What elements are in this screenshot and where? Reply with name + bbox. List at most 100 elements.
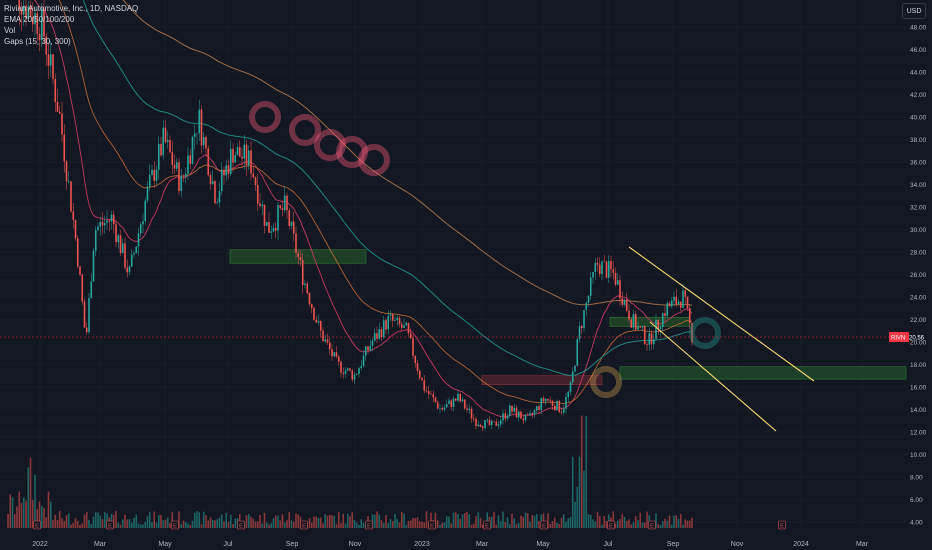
candle-body — [94, 230, 97, 251]
price-tick-label: 22.00 — [910, 317, 927, 324]
candle-body — [538, 406, 540, 410]
candle-body — [648, 333, 651, 345]
volume-bar — [211, 520, 214, 528]
earnings-marker: E — [106, 520, 114, 530]
candle-body — [119, 235, 122, 253]
candle-body — [596, 262, 599, 265]
earnings-label: E — [650, 524, 654, 530]
candle-body — [146, 186, 149, 201]
volume-bar — [621, 514, 624, 528]
candle-body — [637, 326, 639, 330]
earnings-label: E — [430, 524, 434, 530]
price-tick-label: 4.00 — [910, 520, 923, 527]
candle-body — [504, 413, 507, 419]
candle-body — [265, 221, 268, 226]
legend-ema[interactable]: EMA 20/50/100/200 — [4, 15, 75, 24]
candle-body — [605, 261, 608, 278]
price-tick-label: 48.00 — [910, 25, 927, 32]
candle-body — [142, 221, 144, 225]
volume-bar — [103, 512, 106, 528]
currency-button[interactable]: USD — [902, 3, 926, 19]
volume-bar — [628, 519, 630, 528]
candle-body — [106, 220, 108, 223]
highlight-circle — [689, 317, 721, 349]
candle-body — [425, 390, 428, 392]
volume-bar — [436, 520, 439, 528]
candle-body — [191, 136, 194, 164]
candle-body — [20, 9, 23, 15]
volume-bar — [616, 520, 619, 528]
volume-bar — [551, 521, 554, 528]
volume-bar — [472, 523, 475, 528]
volume-bar — [43, 507, 45, 528]
candle-body — [108, 220, 111, 222]
volume-bar — [463, 512, 466, 528]
candle-body — [522, 418, 525, 421]
earnings-label: E — [367, 524, 371, 530]
candle-body — [137, 233, 140, 247]
candle-body — [414, 355, 417, 364]
volume-bar — [295, 513, 297, 528]
volume-bar — [319, 517, 322, 528]
candle-body — [18, 0, 21, 10]
candle-body — [67, 181, 70, 182]
volume-bar — [558, 524, 561, 528]
candle-body — [387, 315, 390, 330]
volume-bar — [288, 512, 291, 528]
volume-bar — [508, 523, 511, 528]
candle-body — [484, 419, 486, 429]
volume-bar — [286, 520, 288, 528]
candle-body — [238, 147, 241, 157]
candle-body — [461, 399, 464, 402]
candle-body — [529, 413, 531, 416]
earnings-label: E — [542, 524, 546, 530]
candle-body — [612, 269, 615, 273]
volume-bar — [326, 515, 329, 528]
earnings-marker: E — [171, 520, 179, 530]
earnings-marker: E — [237, 520, 245, 530]
volume-bar — [445, 516, 448, 528]
earnings-marker: E — [607, 520, 615, 530]
volume-bar — [477, 512, 480, 528]
candle-body — [99, 221, 102, 227]
volume-bar — [283, 522, 286, 528]
candle-body — [472, 418, 475, 419]
candle-body — [144, 200, 147, 222]
candle-body — [340, 361, 342, 373]
candle-body — [616, 280, 619, 285]
volume-bar — [542, 513, 545, 528]
candle-body — [378, 329, 381, 339]
candle-body — [297, 253, 300, 258]
candle-body — [81, 274, 84, 302]
price-tick-label: 14.00 — [910, 407, 927, 414]
volume-bar — [481, 524, 484, 528]
volume-bar — [349, 516, 351, 528]
candle-body — [657, 319, 660, 329]
candle-body — [335, 352, 338, 357]
volume-bar — [272, 518, 275, 528]
gap-zone — [609, 316, 691, 327]
candle-body — [650, 333, 653, 345]
candle-body — [351, 370, 354, 380]
volume-bar — [74, 518, 77, 528]
highlight-circle — [590, 366, 622, 398]
earnings-marker: E — [778, 520, 786, 530]
volume-bar — [160, 515, 162, 528]
volume-bar — [196, 511, 198, 528]
volume-bar — [535, 514, 538, 528]
earnings-marker: E — [648, 520, 656, 530]
candle-body — [90, 281, 93, 299]
volume-bar — [315, 516, 318, 528]
candle-body — [443, 407, 446, 410]
candle-body — [535, 406, 538, 411]
candle-body — [148, 174, 151, 187]
legend-gaps[interactable]: Gaps (15, 30, 300) — [4, 37, 71, 46]
volume-bar — [232, 524, 234, 528]
volume-bar — [333, 516, 336, 528]
volume-bar — [169, 523, 171, 528]
legend-vol[interactable]: Vol — [4, 26, 16, 35]
volume-bar — [324, 513, 327, 528]
candle-body — [630, 319, 633, 328]
